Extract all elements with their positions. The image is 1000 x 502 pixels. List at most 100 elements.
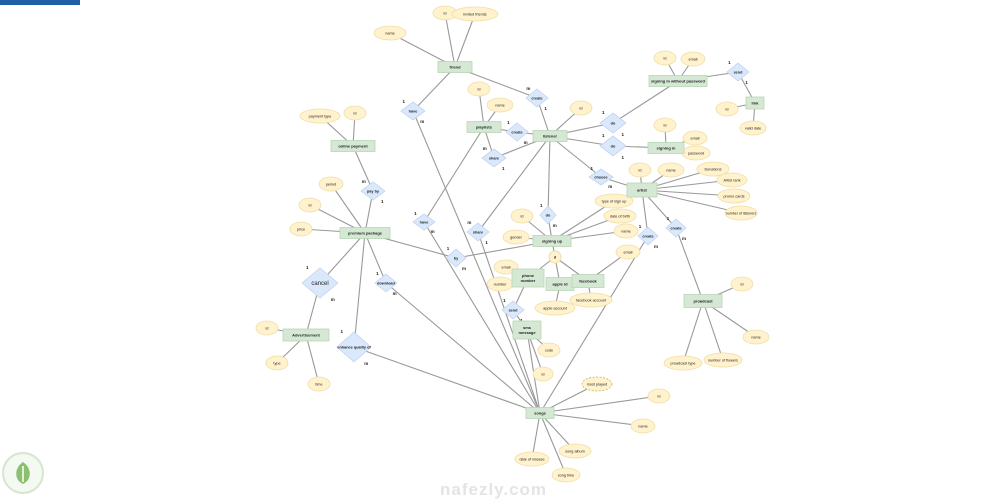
label: cancel — [311, 281, 328, 287]
relationship-by[interactable]: by 1 m — [445, 246, 467, 271]
relationship-have-friend[interactable]: have 1 m — [400, 99, 426, 124]
attribute-pn-number[interactable]: number — [486, 276, 514, 292]
attribute-pp-price[interactable]: price — [289, 221, 313, 237]
attribute-su-type[interactable]: type of sign up — [594, 193, 634, 209]
connector — [423, 126, 485, 223]
label: price — [297, 227, 305, 231]
attribute-a-id[interactable]: id — [628, 162, 652, 178]
relationship-do-signin[interactable]: do 1 1 — [599, 133, 627, 160]
attribute-ad-type[interactable]: type — [265, 355, 289, 371]
label: phone number — [521, 273, 536, 283]
attribute-sms-id[interactable]: id — [532, 366, 554, 382]
nodes: id invited friends name id name id payment typ… — [255, 5, 770, 483]
attribute-pr-name[interactable]: name — [742, 329, 770, 345]
attribute-sp-email[interactable]: email — [680, 51, 706, 67]
entity-listener[interactable]: listener — [532, 130, 568, 142]
attribute-sp-id[interactable]: id — [653, 50, 677, 66]
attribute-f-name[interactable]: name — [373, 25, 407, 41]
relationship-create-song[interactable]: create 1 m — [637, 224, 659, 249]
label: date of release — [519, 457, 544, 461]
cardinality: 1 — [376, 271, 379, 276]
entity-friend[interactable]: friend — [437, 61, 473, 73]
attribute-a-listeners[interactable]: number of listeners — [724, 205, 758, 221]
attribute-a-rank[interactable]: Artist rank — [716, 172, 748, 188]
attribute-s-album[interactable]: song album — [558, 443, 592, 459]
attribute-fb-acc[interactable]: facebook account — [569, 292, 613, 308]
entity-phone-number[interactable]: phone number — [511, 268, 545, 288]
attribute-si-id[interactable]: id — [653, 117, 677, 133]
attribute-s-name[interactable]: name — [630, 418, 656, 434]
relationship-create-playlist[interactable]: create 1 m — [505, 120, 529, 145]
relationship-do-pwless[interactable]: do 1 1 — [599, 110, 627, 137]
connector — [353, 232, 366, 348]
attribute-pp-period[interactable]: period — [318, 176, 344, 192]
relationship-do-signup[interactable]: do 1 m — [539, 203, 557, 228]
entity-playlists[interactable]: playlists — [466, 121, 502, 133]
attribute-a-don[interactable]: Donations — [696, 161, 730, 177]
attribute-op-id[interactable]: id — [343, 105, 367, 121]
entity-sms-message[interactable]: sms message — [512, 320, 542, 340]
relationship-disjoint[interactable]: d — [548, 250, 562, 264]
entity-signing-in[interactable]: signing in — [647, 142, 685, 154]
entity-online-payment[interactable]: online payment — [330, 140, 376, 152]
label: signing in — [657, 145, 676, 150]
entity-proadcast[interactable]: proadcast — [683, 294, 723, 308]
attribute-pp-id[interactable]: id — [298, 197, 322, 213]
attribute-fb-email[interactable]: email — [615, 244, 641, 260]
label: number of flowers — [708, 358, 738, 362]
attribute-su-id[interactable]: id — [510, 208, 534, 224]
attribute-ai-acc[interactable]: apple account — [534, 300, 576, 316]
relationship-cancel[interactable]: cancel 1 m — [301, 265, 339, 302]
relationship-share-song[interactable]: share m 1 — [466, 220, 490, 245]
attribute-s-date[interactable]: date of release — [514, 451, 550, 467]
relationship-send-link[interactable]: send 1 1 — [726, 60, 750, 85]
cardinality: 1 — [447, 246, 450, 251]
attribute-su-gender[interactable]: gender — [502, 229, 530, 245]
entity-link[interactable]: link — [745, 96, 765, 110]
label: email — [690, 136, 699, 140]
connector — [477, 231, 541, 414]
attribute-s-most[interactable]: most played — [581, 376, 613, 392]
attribute-op-type[interactable]: payment type — [299, 108, 341, 124]
entity-signing-up[interactable]: signing up — [532, 235, 572, 247]
attribute-s-id[interactable]: id — [647, 388, 671, 404]
entity-signing-in-without-password[interactable]: signing in without password — [648, 75, 708, 87]
entity-facebook[interactable]: facebook — [571, 274, 605, 288]
attribute-f-inv[interactable]: invited friends — [451, 6, 499, 22]
attribute-pr-id[interactable]: id — [730, 276, 754, 292]
attribute-ad-id[interactable]: id — [255, 320, 279, 336]
attribute-s-time[interactable]: song time — [551, 467, 581, 483]
attribute-su-dob[interactable]: date of birth — [603, 208, 637, 224]
connector — [641, 189, 742, 214]
relationship-pay-by[interactable]: pay by m 1 — [360, 179, 386, 204]
relationship-enhance[interactable]: enhance quality of 1 m — [336, 329, 372, 366]
attribute-si-pw[interactable]: password — [681, 145, 711, 161]
relationship-create-friend[interactable]: create m 1 — [525, 86, 549, 111]
attribute-lk-date[interactable]: valid date — [739, 120, 767, 136]
attribute-ad-time[interactable]: time — [307, 376, 331, 392]
attribute-lk-id[interactable]: id — [715, 101, 739, 117]
attribute-a-promo[interactable]: promo cards — [717, 188, 751, 204]
attribute-sms-code[interactable]: code — [537, 342, 561, 358]
attribute-pr-type[interactable]: proadcast type — [663, 355, 703, 371]
connector — [330, 183, 366, 234]
attribute-p-name[interactable]: name — [486, 97, 514, 113]
attribute-l-id[interactable]: id — [569, 100, 593, 116]
attribute-a-name[interactable]: name — [657, 162, 685, 178]
relationship-send-sms[interactable]: send 1 1 — [501, 298, 525, 323]
relationship-download[interactable]: download 1 m — [374, 271, 398, 296]
entity-advertisement[interactable]: Advertisement — [282, 328, 330, 342]
attribute-p-id[interactable]: id — [467, 81, 491, 97]
entity-artist[interactable]: artist — [626, 182, 658, 198]
entity-premium-package[interactable]: premium package — [339, 227, 391, 239]
connector — [353, 346, 541, 414]
attribute-si-email[interactable]: email — [682, 130, 708, 146]
entity-songs[interactable]: songs — [525, 407, 555, 419]
entity-apple-id[interactable]: apple id — [545, 277, 575, 291]
relationship-create-proadcast[interactable]: create 1 m — [665, 216, 687, 241]
attribute-pr-flowers[interactable]: number of flowers — [703, 352, 743, 368]
attribute-su-name[interactable]: name — [613, 223, 639, 239]
relationship-share-playlist[interactable]: share m 1 — [481, 146, 507, 171]
